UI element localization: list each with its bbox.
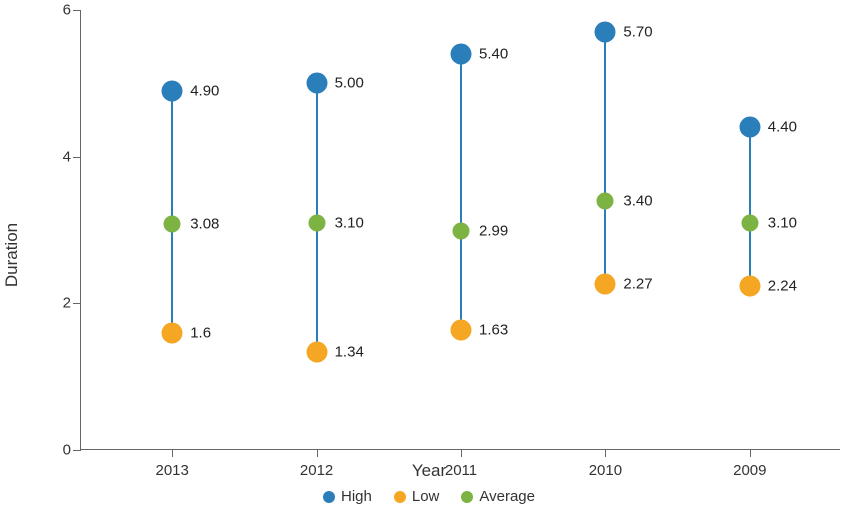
x-tick xyxy=(750,449,751,457)
legend-item-high: High xyxy=(323,488,372,505)
low-legend-dot xyxy=(394,491,406,503)
low-value-label: 1.63 xyxy=(479,322,508,339)
average-marker xyxy=(164,216,181,233)
low-value-label: 1.34 xyxy=(335,343,364,360)
low-marker xyxy=(306,341,327,362)
legend: High Low Average xyxy=(323,488,535,505)
average-value-label: 3.10 xyxy=(768,214,797,231)
average-marker xyxy=(308,214,325,231)
average-value-label: 3.40 xyxy=(623,192,652,209)
average-value-label: 3.10 xyxy=(335,214,364,231)
y-tick xyxy=(73,10,81,11)
high-marker xyxy=(306,73,327,94)
average-value-label: 3.08 xyxy=(190,216,219,233)
x-tick-label: 2013 xyxy=(156,462,189,479)
range-line xyxy=(171,91,173,333)
x-tick xyxy=(461,449,462,457)
y-tick-label: 4 xyxy=(43,148,71,165)
low-value-label: 2.24 xyxy=(768,277,797,294)
low-legend-label: Low xyxy=(412,488,440,505)
high-marker xyxy=(451,44,472,65)
average-marker xyxy=(597,192,614,209)
plot-area: 0246201320122011201020094.901.63.085.001… xyxy=(80,10,840,450)
high-value-label: 4.40 xyxy=(768,119,797,136)
average-legend-label: Average xyxy=(479,488,535,505)
y-tick xyxy=(73,303,81,304)
high-value-label: 5.40 xyxy=(479,46,508,63)
high-value-label: 5.00 xyxy=(335,75,364,92)
y-axis-title: Duration xyxy=(2,222,22,286)
x-tick xyxy=(317,449,318,457)
low-value-label: 2.27 xyxy=(623,275,652,292)
y-tick xyxy=(73,450,81,451)
duration-range-chart: Duration 0 2 4 6 2013 2012 2011 2010 2009 4.90 1.6… xyxy=(0,0,858,509)
average-value-label: 2.99 xyxy=(479,222,508,239)
y-tick-label: 6 xyxy=(43,2,71,19)
legend-item-low: Low xyxy=(394,488,440,505)
low-marker xyxy=(162,322,183,343)
x-tick-label: 2011 xyxy=(445,462,477,479)
high-legend-label: High xyxy=(341,488,372,505)
x-axis-title: Year xyxy=(412,461,446,481)
x-tick-label: 2009 xyxy=(733,462,766,479)
legend-item-average: Average xyxy=(461,488,535,505)
average-legend-dot xyxy=(461,491,473,503)
low-marker xyxy=(739,275,760,296)
average-marker xyxy=(453,222,470,239)
high-legend-dot xyxy=(323,491,335,503)
x-tick xyxy=(605,449,606,457)
high-value-label: 4.90 xyxy=(190,82,219,99)
low-value-label: 1.6 xyxy=(190,324,211,341)
y-tick-label: 2 xyxy=(43,295,71,312)
low-marker xyxy=(451,320,472,341)
high-marker xyxy=(739,117,760,138)
low-marker xyxy=(595,273,616,294)
y-tick-label: 0 xyxy=(43,442,71,459)
x-tick-label: 2012 xyxy=(300,462,333,479)
high-marker xyxy=(595,22,616,43)
high-value-label: 5.70 xyxy=(623,24,652,41)
average-marker xyxy=(741,214,758,231)
y-tick xyxy=(73,157,81,158)
range-line xyxy=(749,127,751,285)
x-tick xyxy=(172,449,173,457)
high-marker xyxy=(162,80,183,101)
range-line xyxy=(604,32,606,284)
x-tick-label: 2010 xyxy=(589,462,622,479)
range-line xyxy=(460,54,462,330)
